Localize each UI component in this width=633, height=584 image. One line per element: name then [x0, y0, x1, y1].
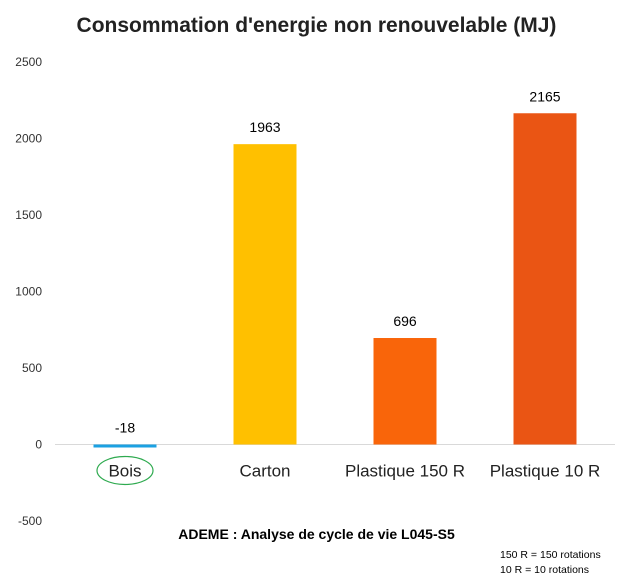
- y-tick-label: 1500: [15, 208, 42, 222]
- x-tick-label: Bois: [108, 462, 141, 481]
- y-tick-label: 2000: [15, 132, 42, 146]
- note-10r: 10 R = 10 rotations: [500, 564, 590, 576]
- y-tick-label: -500: [18, 514, 42, 528]
- y-tick-label: 0: [35, 438, 42, 452]
- x-axis-label: ADEME : Analyse de cycle de vie L045-S5: [178, 526, 455, 542]
- bar-plastique-150-r: [373, 338, 437, 445]
- data-label: 2165: [529, 88, 560, 104]
- bar-carton: [233, 144, 297, 445]
- highlight-ellipse: [96, 455, 154, 486]
- x-tick-label: Plastique 150 R: [345, 462, 465, 481]
- y-tick-label: 1000: [15, 285, 42, 299]
- bar-bois: [93, 444, 157, 448]
- x-tick-label: Plastique 10 R: [490, 462, 601, 481]
- data-label: -18: [115, 420, 135, 436]
- y-tick-label: 2500: [15, 55, 42, 69]
- data-label: 696: [393, 313, 417, 329]
- note-150r: 150 R = 150 rotations: [500, 549, 601, 561]
- data-label: 1963: [249, 119, 280, 135]
- x-tick-label: Carton: [239, 462, 290, 481]
- y-tick-label: 500: [22, 361, 42, 375]
- chart-title: Consommation d'energie non renouvelable …: [76, 14, 557, 37]
- bar-plastique-10-r: [513, 113, 577, 445]
